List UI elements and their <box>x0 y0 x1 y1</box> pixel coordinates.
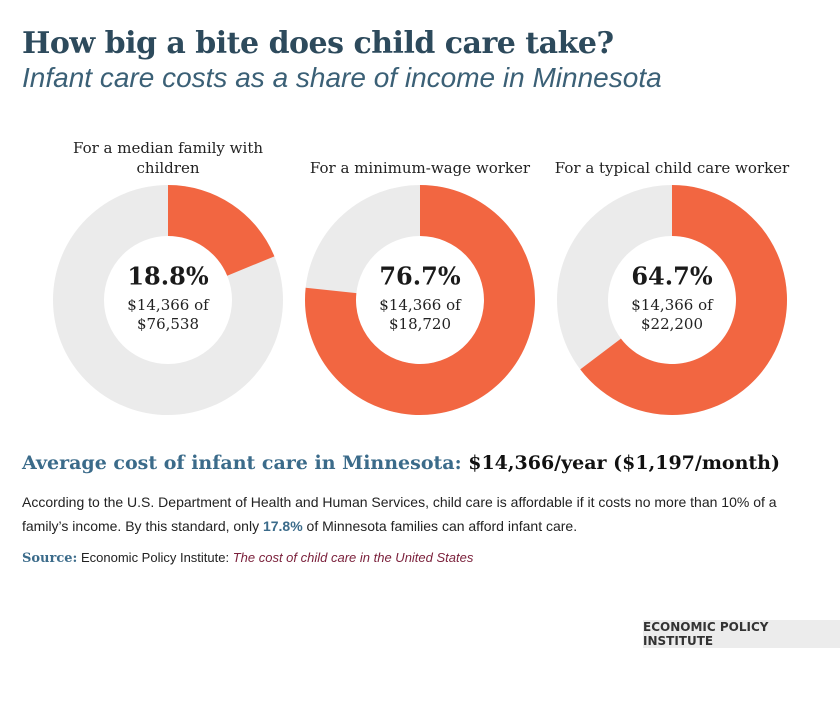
footer: ECONOMIC POLICY INSTITUTE <box>643 620 840 648</box>
annotation: $14,366 of <box>379 296 462 314</box>
note-highlight: 17.8% <box>262 518 303 534</box>
summary: Average cost of infant care in Minnesota… <box>22 452 780 474</box>
chart-title: For a typical child care worker <box>554 159 790 177</box>
donut-segment <box>304 185 535 415</box>
note-text: of Minnesota families can afford infant … <box>302 518 578 534</box>
annotation: $18,720 <box>389 315 451 333</box>
value-label: 76.7% <box>379 262 460 291</box>
donut-segment <box>168 185 275 276</box>
annotation: $76,538 <box>137 315 199 333</box>
subtitle: Infant care costs as a share of income i… <box>22 62 662 93</box>
chart-title: For a median family with children <box>72 139 264 177</box>
annotation: $22,200 <box>641 315 703 333</box>
source-title: The cost of child care in the United Sta… <box>232 550 474 565</box>
source-text: Economic Policy Institute: <box>80 550 233 565</box>
note: According to the U.S. Department of Heal… <box>22 490 822 538</box>
source-label: Source: <box>22 551 78 566</box>
annotation: $14,366 of <box>631 296 714 314</box>
summary-value: $14,366/year ($1,197/month) <box>468 452 780 474</box>
value-label: 64.7% <box>631 262 712 291</box>
title: How big a bite does child care take? <box>22 26 614 61</box>
annotation: $14,366 of <box>127 296 210 314</box>
source: Source: Economic Policy Institute: The c… <box>22 550 473 566</box>
value-label: 18.8% <box>127 262 208 291</box>
note-text: According to the U.S. Department of Heal… <box>22 494 777 534</box>
summary-label: Average cost of infant care in Minnesota… <box>22 452 462 474</box>
chart-title: For a minimum-wage worker <box>309 159 531 177</box>
donut-segment <box>580 185 787 415</box>
